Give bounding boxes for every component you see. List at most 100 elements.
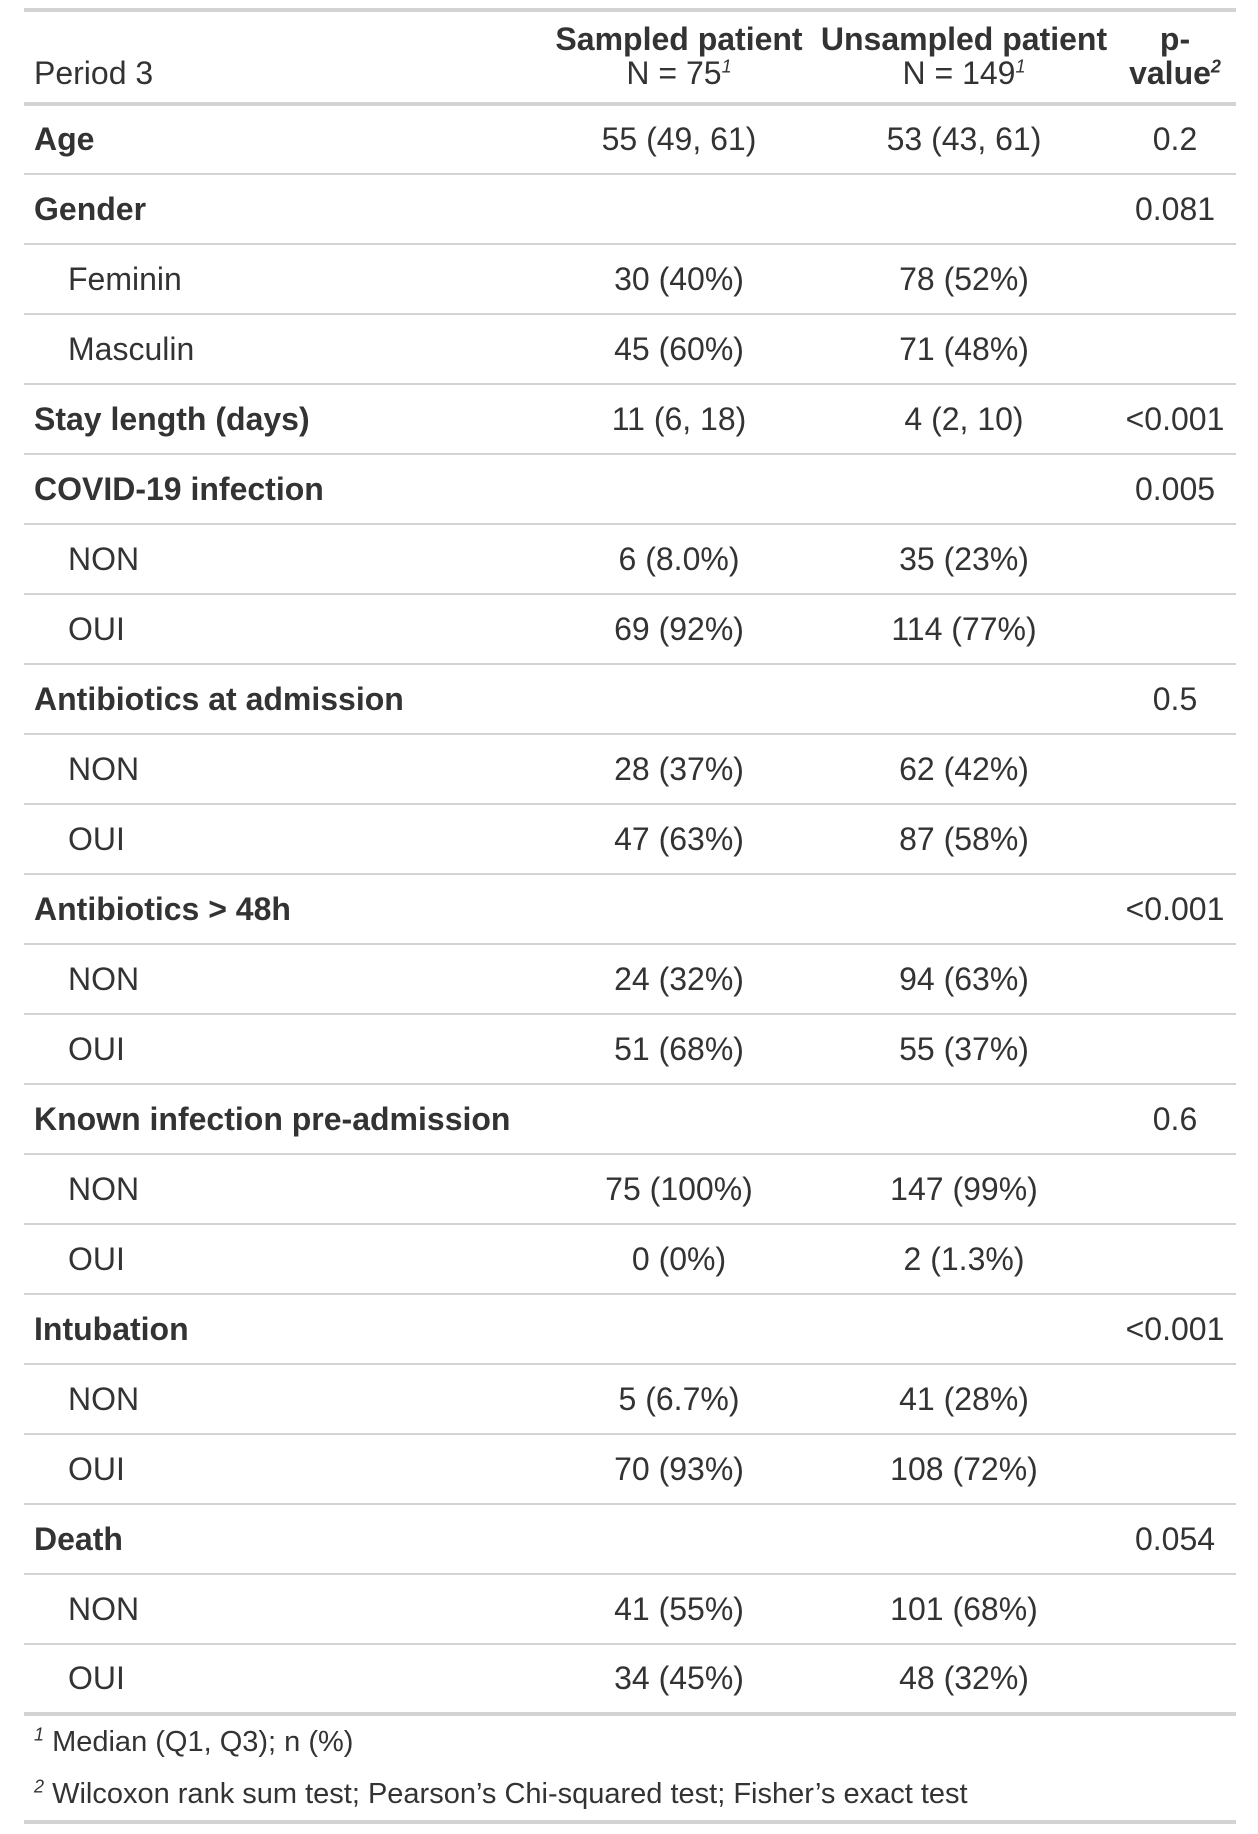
level-row: NON 6 (8.0%) 35 (23%) [24, 524, 1236, 594]
unsampled-value: 101 (68%) [890, 1590, 1038, 1627]
level-row: Masculin 45 (60%) 71 (48%) [24, 314, 1236, 384]
p-value: 0.6 [1152, 1100, 1198, 1137]
header-unsampled-title: Unsampled patient [820, 21, 1108, 57]
sampled-value: 75 (100%) [605, 1170, 753, 1207]
unsampled-value: 78 (52%) [899, 260, 1029, 297]
sampled-value: 0 (0%) [631, 1240, 727, 1277]
p-value: 0.2 [1152, 121, 1198, 157]
p-value [1114, 1434, 1236, 1504]
unsampled-value: 48 (32%) [899, 1660, 1029, 1696]
header-sampled: Sampled patient N = 751 [544, 10, 814, 104]
row-label: OUI [68, 610, 125, 647]
sampled-value [544, 1294, 814, 1364]
footnote-marker-1: 1 [1015, 56, 1026, 77]
row-label: NON [68, 540, 140, 577]
unsampled-value: 147 (99%) [890, 1170, 1038, 1207]
p-value [1114, 734, 1236, 804]
unsampled-value: 35 (23%) [899, 540, 1029, 577]
level-row: OUI 47 (63%) 87 (58%) [24, 804, 1236, 874]
row-label: Death [34, 1520, 123, 1557]
footnote-row: 1 Median (Q1, Q3); n (%) [24, 1714, 1236, 1768]
row-label: Feminin [68, 260, 182, 297]
row-label: COVID-19 infection [34, 470, 324, 507]
sampled-value: 70 (93%) [614, 1450, 744, 1487]
unsampled-value [814, 1084, 1114, 1154]
row-label: NON [68, 960, 140, 997]
unsampled-value [814, 174, 1114, 244]
p-value [1114, 314, 1236, 384]
header-pvalue: p-value2 [1114, 10, 1236, 104]
header-sampled-title: Sampled patient [555, 21, 803, 57]
variable-row: COVID-19 infection 0.005 [24, 454, 1236, 524]
p-value [1114, 1644, 1236, 1714]
footnote-1: 1 Median (Q1, Q3); n (%) [24, 1714, 1236, 1768]
row-label: Antibiotics at admission [34, 680, 404, 717]
unsampled-value: 71 (48%) [899, 330, 1029, 367]
level-row: OUI 51 (68%) 55 (37%) [24, 1014, 1236, 1084]
sampled-value [544, 1504, 814, 1574]
row-label: NON [68, 1590, 140, 1627]
variable-row: Intubation <0.001 [24, 1294, 1236, 1364]
sampled-value: 47 (63%) [614, 820, 744, 857]
unsampled-value: 4 (2, 10) [904, 400, 1024, 437]
level-row: NON 75 (100%) 147 (99%) [24, 1154, 1236, 1224]
unsampled-value: 62 (42%) [899, 750, 1029, 787]
sampled-value: 28 (37%) [614, 750, 744, 787]
sampled-value [544, 874, 814, 944]
unsampled-value [814, 1294, 1114, 1364]
level-row: NON 5 (6.7%) 41 (28%) [24, 1364, 1236, 1434]
unsampled-value: 41 (28%) [899, 1380, 1029, 1417]
p-value [1114, 804, 1236, 874]
p-value [1114, 944, 1236, 1014]
p-value: 0.5 [1152, 680, 1198, 717]
header-unsampled-n-wrap: N = 1491 [820, 56, 1108, 90]
sampled-value: 51 (68%) [614, 1030, 744, 1067]
footnote-2: 2 Wilcoxon rank sum test; Pearson’s Chi-… [24, 1768, 1236, 1822]
header-pvalue-label: p-value [1129, 21, 1211, 91]
unsampled-value: 94 (63%) [899, 960, 1029, 997]
row-label: Intubation [34, 1310, 189, 1347]
row-label: Antibiotics > 48h [34, 890, 291, 927]
footnote-1-text: Median (Q1, Q3); n (%) [52, 1726, 354, 1758]
unsampled-value: 108 (72%) [890, 1450, 1038, 1487]
level-row: NON 24 (32%) 94 (63%) [24, 944, 1236, 1014]
variable-row: Known infection pre-admission 0.6 [24, 1084, 1236, 1154]
variable-row: Gender 0.081 [24, 174, 1236, 244]
p-value: <0.001 [1125, 890, 1225, 927]
variable-row: Antibiotics at admission 0.5 [24, 664, 1236, 734]
variable-row: Stay length (days) 11 (6, 18) 4 (2, 10) <0.… [24, 384, 1236, 454]
row-label: OUI [68, 820, 125, 857]
p-value: 0.005 [1134, 470, 1216, 507]
header-unsampled: Unsampled patient N = 1491 [814, 10, 1114, 104]
sampled-value: 69 (92%) [614, 610, 744, 647]
summary-table: Period 3 Sampled patient N = 751 Unsampl… [24, 8, 1236, 1824]
level-row: OUI 70 (93%) 108 (72%) [24, 1434, 1236, 1504]
row-label: NON [68, 750, 140, 787]
row-label: OUI [68, 1660, 125, 1696]
p-value [1114, 1364, 1236, 1434]
header-sampled-n-wrap: N = 751 [550, 56, 808, 90]
sampled-value: 5 (6.7%) [618, 1380, 740, 1417]
level-row: NON 41 (55%) 101 (68%) [24, 1574, 1236, 1644]
sampled-value: 55 (49, 61) [601, 121, 757, 157]
level-row: NON 28 (37%) 62 (42%) [24, 734, 1236, 804]
row-label: Masculin [68, 330, 195, 367]
sampled-value [544, 664, 814, 734]
unsampled-value [814, 664, 1114, 734]
table-body: Age 55 (49, 61) 53 (43, 61) 0.2 Gender 0.081 F… [24, 104, 1236, 1714]
unsampled-value: 53 (43, 61) [886, 121, 1042, 157]
variable-row: Death 0.054 [24, 1504, 1236, 1574]
unsampled-value: 114 (77%) [891, 610, 1037, 647]
footnote-row: 2 Wilcoxon rank sum test; Pearson’s Chi-… [24, 1768, 1236, 1822]
p-value [1114, 1224, 1236, 1294]
p-value [1114, 1014, 1236, 1084]
p-value: 0.054 [1134, 1520, 1216, 1557]
row-label: OUI [68, 1030, 125, 1067]
row-label: Age [34, 121, 95, 157]
header-sampled-n: N = 75 [626, 55, 722, 91]
p-value [1114, 1154, 1236, 1224]
footnote-1-marker: 1 [34, 1724, 45, 1745]
sampled-value: 34 (45%) [614, 1660, 744, 1696]
unsampled-value [814, 1504, 1114, 1574]
